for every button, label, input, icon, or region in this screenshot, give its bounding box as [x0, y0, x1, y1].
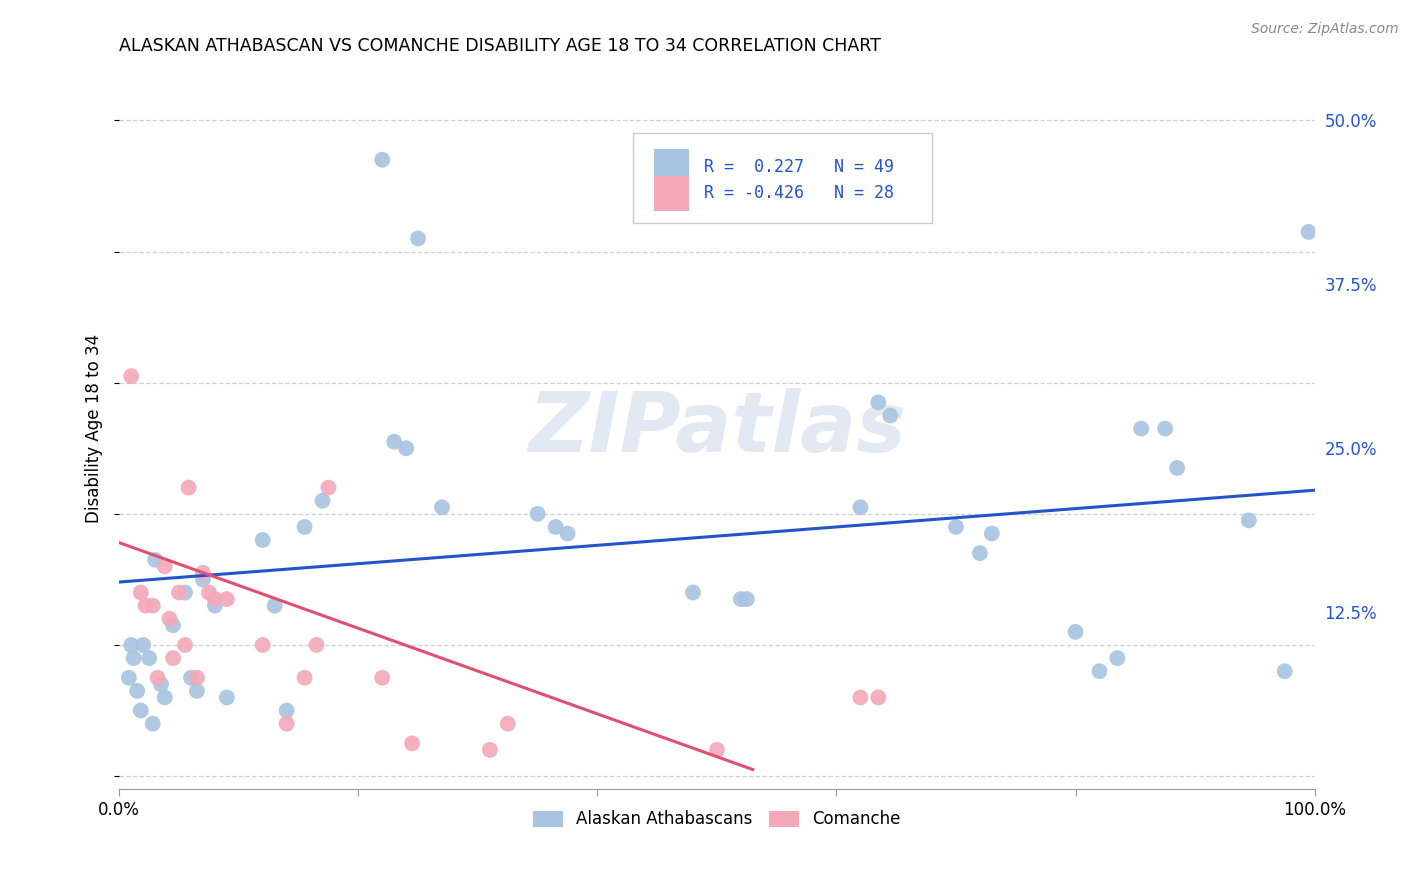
Point	[294, 520, 316, 534]
Point	[371, 671, 394, 685]
Point	[305, 638, 328, 652]
Point	[526, 507, 548, 521]
Text: Source: ZipAtlas.com: Source: ZipAtlas.com	[1251, 22, 1399, 37]
Point	[401, 736, 423, 750]
Point	[371, 153, 394, 167]
Legend: Alaskan Athabascans, Comanche: Alaskan Athabascans, Comanche	[526, 804, 908, 835]
FancyBboxPatch shape	[654, 176, 689, 211]
Point	[129, 704, 152, 718]
Point	[204, 592, 226, 607]
Point	[430, 500, 453, 515]
Point	[135, 599, 157, 613]
Point	[146, 671, 169, 685]
Point	[294, 671, 316, 685]
Point	[557, 526, 579, 541]
Point	[868, 690, 890, 705]
Point	[215, 592, 238, 607]
Point	[879, 409, 901, 423]
Point	[118, 671, 141, 685]
Point	[142, 599, 165, 613]
Point	[162, 651, 184, 665]
Point	[496, 716, 519, 731]
Point	[276, 704, 298, 718]
Point	[120, 369, 142, 384]
Point	[868, 395, 890, 409]
Point	[969, 546, 991, 560]
FancyBboxPatch shape	[633, 133, 932, 223]
Point	[395, 442, 418, 456]
Point	[1088, 664, 1111, 678]
Point	[150, 677, 173, 691]
Point	[142, 716, 165, 731]
Point	[1154, 421, 1177, 435]
Point	[191, 573, 214, 587]
Point	[198, 585, 221, 599]
Point	[191, 566, 214, 580]
Point	[252, 638, 274, 652]
Text: ALASKAN ATHABASCAN VS COMANCHE DISABILITY AGE 18 TO 34 CORRELATION CHART: ALASKAN ATHABASCAN VS COMANCHE DISABILIT…	[120, 37, 882, 55]
Point	[167, 585, 190, 599]
Point	[730, 592, 752, 607]
Point	[706, 743, 728, 757]
Point	[174, 638, 197, 652]
Point	[174, 585, 197, 599]
Text: R =  0.227   N = 49: R = 0.227 N = 49	[704, 158, 894, 176]
Point	[120, 638, 142, 652]
Point	[143, 553, 166, 567]
Point	[215, 690, 238, 705]
Point	[1130, 421, 1153, 435]
Point	[544, 520, 567, 534]
Point	[1166, 461, 1188, 475]
Point	[129, 585, 152, 599]
Point	[153, 690, 176, 705]
Point	[127, 684, 149, 698]
Point	[180, 671, 202, 685]
Point	[276, 716, 298, 731]
Point	[406, 231, 429, 245]
Point	[122, 651, 145, 665]
Point	[177, 481, 200, 495]
Point	[735, 592, 758, 607]
Point	[1064, 624, 1087, 639]
Point	[252, 533, 274, 547]
Y-axis label: Disability Age 18 to 34: Disability Age 18 to 34	[86, 334, 103, 523]
Point	[186, 671, 208, 685]
Point	[204, 599, 226, 613]
FancyBboxPatch shape	[654, 150, 689, 184]
Point	[162, 618, 184, 632]
Point	[945, 520, 967, 534]
Point	[382, 434, 405, 449]
Point	[263, 599, 285, 613]
Point	[318, 481, 340, 495]
Point	[153, 559, 176, 574]
Point	[682, 585, 704, 599]
Text: R = -0.426   N = 28: R = -0.426 N = 28	[704, 185, 894, 202]
Point	[159, 612, 181, 626]
Point	[1298, 225, 1320, 239]
Point	[849, 690, 872, 705]
Text: ZIPatlas: ZIPatlas	[529, 388, 905, 469]
Point	[849, 500, 872, 515]
Point	[1237, 513, 1260, 527]
Point	[478, 743, 501, 757]
Point	[186, 684, 208, 698]
Point	[138, 651, 160, 665]
Point	[311, 493, 333, 508]
Point	[980, 526, 1002, 541]
Point	[132, 638, 155, 652]
Point	[1107, 651, 1129, 665]
Point	[1274, 664, 1296, 678]
